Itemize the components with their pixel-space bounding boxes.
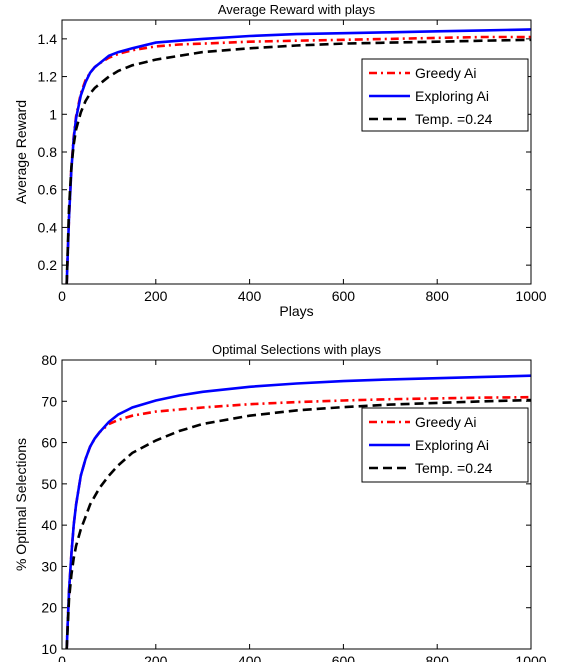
y-tick-label: 1 [49, 106, 57, 122]
x-tick-label: 200 [144, 653, 168, 662]
x-tick-label: 1000 [515, 653, 546, 662]
y-axis-label: % Optimal Selections [13, 438, 29, 571]
x-tick-label: 400 [238, 288, 262, 304]
x-tick-label: 1000 [515, 288, 546, 304]
y-tick-label: 0.6 [38, 182, 58, 198]
x-axis-label: Plays [279, 303, 313, 319]
chart-2: Optimal Selections with plays 0 200 400 600 8… [13, 342, 547, 662]
x-tick-label: 200 [144, 288, 168, 304]
y-tick-label: 0.2 [38, 257, 58, 273]
legend-label-1: Greedy Ai [415, 65, 476, 81]
x-tick-label: 0 [58, 288, 66, 304]
y-tick-label: 0.8 [38, 144, 58, 160]
y-tick-label: 40 [41, 517, 57, 533]
x-tick-label: 600 [332, 653, 356, 662]
x-tick-label: 400 [238, 653, 262, 662]
legend: Greedy Ai Exploring Ai Temp. =0.24 [361, 58, 529, 132]
legend-label-1: Greedy Ai [415, 414, 476, 430]
x-tick-label: 0 [58, 653, 66, 662]
y-tick-label: 1.2 [38, 69, 58, 85]
y-tick-label: 10 [41, 641, 57, 657]
y-tick-label: 60 [41, 435, 57, 451]
y-tick-label: 30 [41, 558, 57, 574]
legend-label-2: Exploring Ai [415, 88, 489, 104]
y-tick-label: 1.4 [38, 31, 58, 47]
series-line-3 [65, 398, 531, 649]
y-axis-label: Average Reward [13, 100, 29, 204]
y-tick-label: 0.4 [38, 219, 58, 235]
x-tick-label: 800 [426, 653, 450, 662]
series-line-2 [65, 28, 531, 284]
x-tick-label: 600 [332, 288, 356, 304]
plot-frame [61, 359, 532, 650]
series-line-2 [65, 374, 531, 649]
y-tick-label: 20 [41, 600, 57, 616]
legend-label-3: Temp. =0.24 [415, 460, 493, 476]
series-line-1 [65, 395, 531, 649]
chart-title: Average Reward with plays [218, 2, 376, 17]
legend: Greedy Ai Exploring Ai Temp. =0.24 [361, 407, 529, 483]
legend-label-2: Exploring Ai [415, 437, 489, 453]
legend-label-3: Temp. =0.24 [415, 111, 493, 127]
chart-title: Optimal Selections with plays [212, 342, 382, 357]
x-tick-label: 800 [426, 288, 450, 304]
series-line-3 [65, 38, 531, 284]
y-tick-label: 70 [41, 393, 57, 409]
series-line-1 [65, 35, 531, 284]
y-tick-label: 80 [41, 352, 57, 368]
y-tick-label: 50 [41, 476, 57, 492]
